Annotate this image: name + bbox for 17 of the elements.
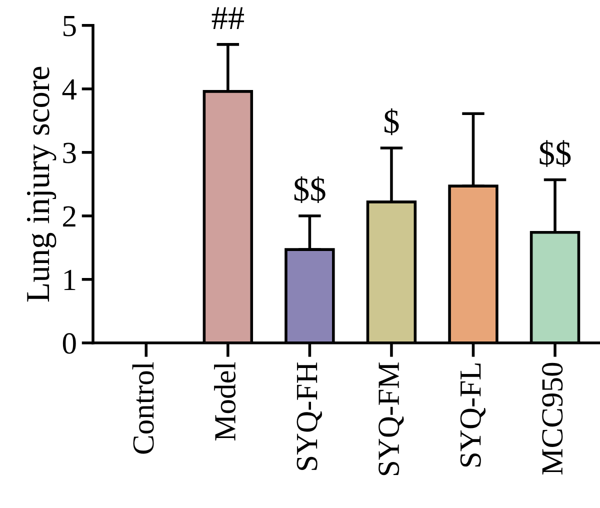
x-tick-label: MCC950 [542,362,563,475]
y-tick-label: 4 [62,79,77,100]
annotation: ## [212,7,244,30]
y-axis-title: Lung injury score [26,66,56,302]
y-tick-label: 3 [63,142,76,164]
x-tick-label: SYQ-FL [460,363,486,467]
y-tick-label: 0 [62,333,76,354]
y-tick-label: 1 [64,270,76,290]
annotation: $$ [540,140,571,167]
annotation: $$ [294,176,326,204]
x-tick-label: SYQ-FH [296,362,322,470]
y-tick-label: 2 [63,206,76,226]
x-tick-label: SYQ-FM [378,362,404,476]
y-tick-label: 5 [64,16,76,36]
x-tick-label: Model [214,362,236,441]
x-tick-label: Control [132,362,154,454]
annotation: $ [384,108,399,136]
